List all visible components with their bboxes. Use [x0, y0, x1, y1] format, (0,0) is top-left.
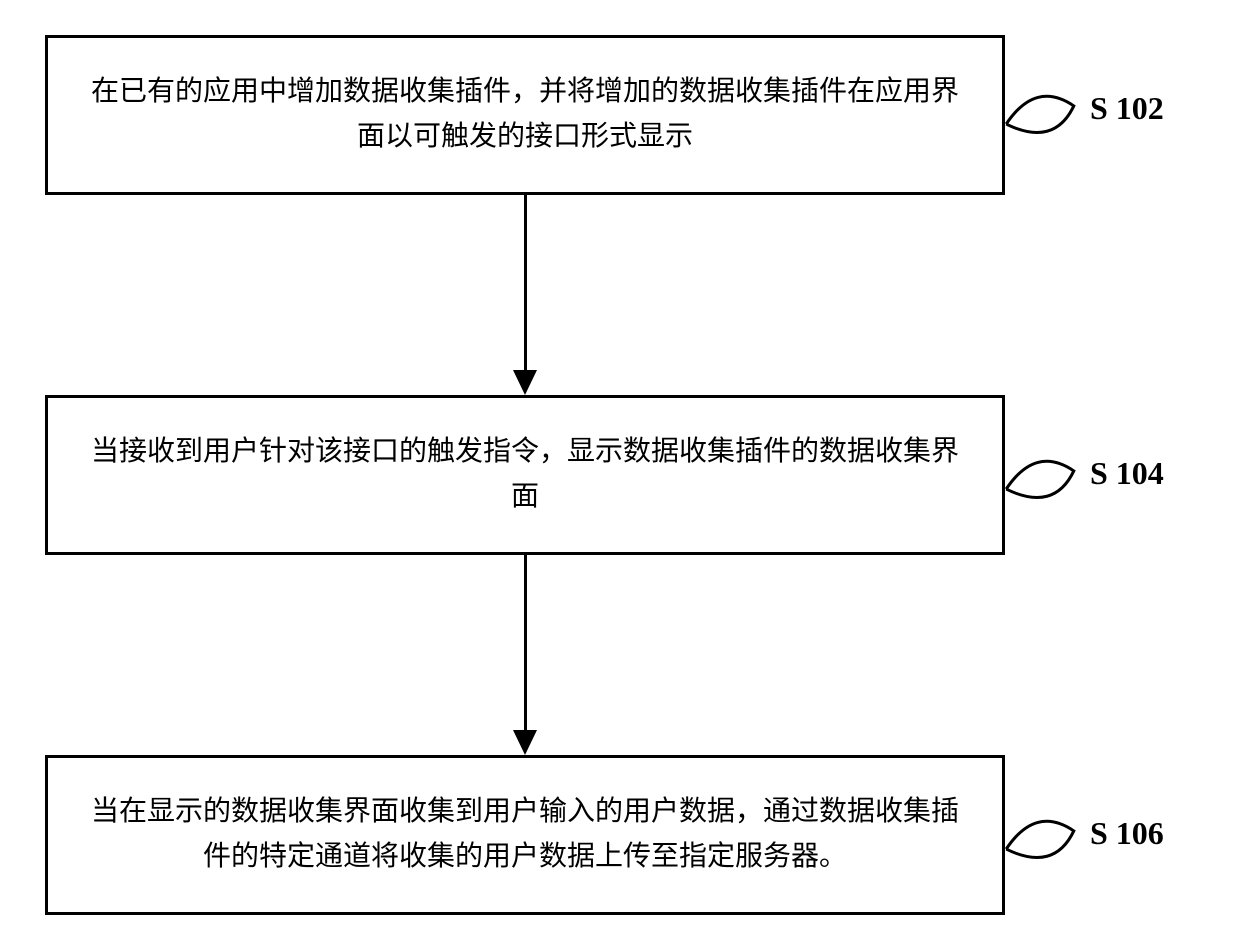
connector-curve-3: [1005, 815, 1090, 870]
step-2-text: 当接收到用户针对该接口的触发指令，显示数据收集插件的数据收集界面: [78, 430, 972, 520]
step-2-label: S 104: [1090, 455, 1164, 492]
connector-curve-2: [1005, 455, 1090, 510]
flowchart-step-3: 当在显示的数据收集界面收集到用户输入的用户数据，通过数据收集插件的特定通道将收集…: [45, 755, 1005, 915]
flowchart-container: 在已有的应用中增加数据收集插件，并将增加的数据收集插件在应用界面以可触发的接口形…: [0, 0, 1240, 946]
arrow-2-head: [513, 730, 537, 755]
step-3-label: S 106: [1090, 815, 1164, 852]
flowchart-step-2: 当接收到用户针对该接口的触发指令，显示数据收集插件的数据收集界面: [45, 395, 1005, 555]
step-1-text: 在已有的应用中增加数据收集插件，并将增加的数据收集插件在应用界面以可触发的接口形…: [78, 70, 972, 160]
arrow-2-line: [524, 555, 527, 730]
step-3-text: 当在显示的数据收集界面收集到用户输入的用户数据，通过数据收集插件的特定通道将收集…: [78, 790, 972, 880]
arrow-1-head: [513, 370, 537, 395]
connector-curve-1: [1005, 90, 1090, 145]
arrow-1-line: [524, 195, 527, 370]
step-1-label: S 102: [1090, 90, 1164, 127]
flowchart-step-1: 在已有的应用中增加数据收集插件，并将增加的数据收集插件在应用界面以可触发的接口形…: [45, 35, 1005, 195]
